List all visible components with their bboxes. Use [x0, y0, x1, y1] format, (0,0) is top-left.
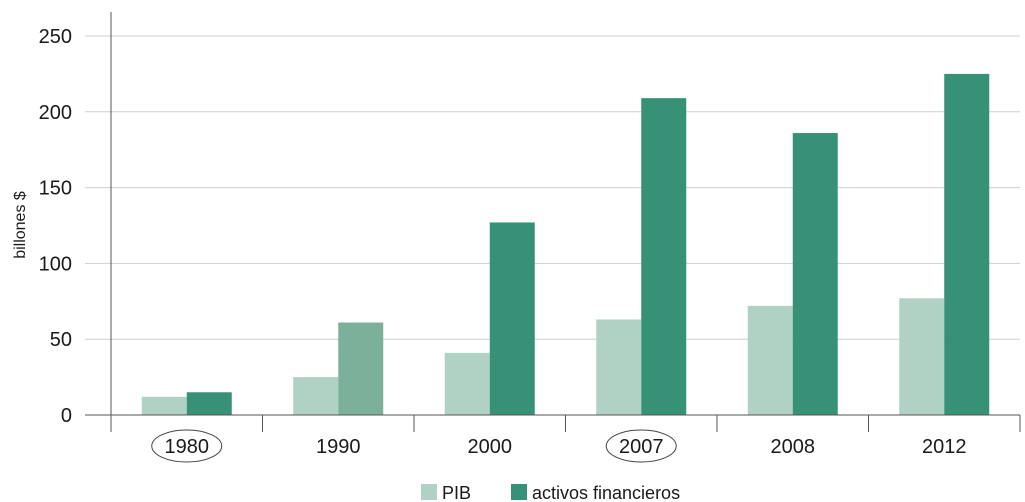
legend: PIB activos financieros — [421, 483, 680, 502]
bar-pib-2008 — [747, 305, 793, 415]
legend-label: activos financieros — [532, 483, 680, 502]
y-tick-label: 250 — [39, 26, 72, 48]
x-tick-labels: 1980 1990 2000 2007 2008 2012 — [151, 429, 967, 463]
x-tick-label: 1990 — [316, 436, 361, 458]
y-tick-label: 50 — [50, 329, 72, 351]
bar-activos-1990 — [338, 322, 384, 415]
y-tick-labels: 0 50 100 150 200 250 — [39, 26, 72, 427]
bar-activos-1980 — [186, 392, 232, 415]
x-tick-label: 2012 — [922, 436, 967, 458]
legend-label: PIB — [442, 483, 471, 502]
x-tick-label: 1980 — [165, 436, 210, 458]
category-highlight-circle — [151, 429, 223, 463]
bar-pib-2000 — [444, 352, 490, 415]
x-tick-label: 2000 — [468, 436, 513, 458]
bar-pib-1980 — [141, 396, 187, 415]
bar-activos-2007 — [641, 98, 687, 415]
legend-swatch — [511, 484, 527, 500]
y-tick-label: 200 — [39, 102, 72, 124]
axes — [85, 12, 1021, 432]
y-axis-label: billones $ — [12, 191, 29, 259]
bar-activos-2008 — [792, 133, 838, 416]
x-tick-label: 2008 — [771, 436, 816, 458]
y-tick-label: 150 — [39, 178, 72, 200]
y-tick-label: 100 — [39, 253, 72, 275]
legend-swatch — [421, 484, 437, 500]
category-highlight-circle — [605, 429, 677, 463]
x-tick-label: 2007 — [619, 436, 664, 458]
gridlines — [85, 35, 1020, 416]
bar-pib-1990 — [293, 377, 339, 415]
bar-activos-2012 — [944, 73, 990, 416]
bar-activos-2000 — [489, 222, 535, 415]
bar-pib-2007 — [596, 319, 642, 415]
y-tick-label: 0 — [61, 405, 72, 427]
bar-pib-2012 — [899, 298, 945, 415]
bars — [141, 73, 990, 416]
